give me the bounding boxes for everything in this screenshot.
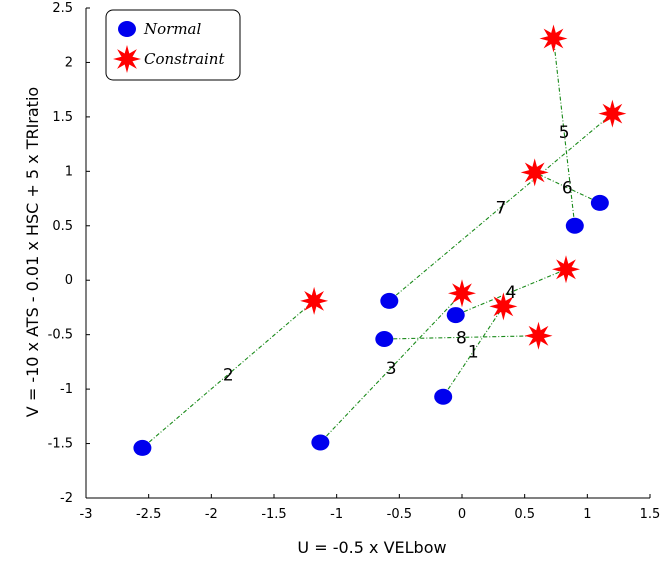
pair-link-7 — [388, 113, 613, 302]
y-tick-label: 1.5 — [52, 110, 73, 125]
normal-point-4 — [446, 307, 465, 324]
y-tick-label: -1.5 — [48, 437, 73, 452]
legend-normal-marker — [118, 21, 136, 37]
constraint-point-2 — [300, 286, 329, 315]
constraint-point-3 — [448, 279, 476, 308]
pair-link-2 — [142, 300, 315, 449]
legend-normal-label: Normal — [143, 20, 201, 38]
y-tick-label: -1 — [60, 382, 73, 397]
pair-label-6: 6 — [562, 179, 573, 199]
x-tick-label: -3 — [80, 507, 93, 522]
pair-link-3 — [319, 292, 463, 443]
normal-point-8 — [375, 331, 394, 348]
constraint-point-7 — [598, 99, 627, 128]
y-tick-label: 0 — [65, 273, 73, 288]
y-tick-label: -0.5 — [48, 328, 73, 343]
pair-label-3: 3 — [386, 359, 397, 379]
pair-label-4: 4 — [505, 283, 516, 303]
x-tick-label: 1 — [583, 507, 591, 522]
normal-point-7 — [380, 292, 399, 309]
y-tick-label: 1 — [65, 164, 73, 179]
x-tick-label: 1.5 — [640, 507, 661, 522]
constraint-point-5 — [539, 24, 568, 53]
x-tick-label: 0 — [458, 507, 466, 522]
pair-labels: 1 2 3 4 5 6 7 8 — [223, 123, 573, 385]
pair-link-1 — [442, 306, 504, 398]
axes: -3 -2.5 -2 -1.5 -1 -0.5 0 0.5 1 1.5 -2 -1.5 -1 -0.5 0 0… — [48, 1, 661, 522]
pair-link-6 — [534, 171, 601, 204]
pair-links — [142, 38, 613, 449]
pair-label-7: 7 — [495, 198, 506, 218]
x-tick-label: -2 — [205, 507, 218, 522]
y-tick-label: 0.5 — [52, 219, 73, 234]
pair-label-8: 8 — [456, 328, 467, 348]
constraint-point-4 — [552, 255, 580, 284]
y-tick-label: -2 — [60, 491, 73, 506]
pair-label-1: 1 — [468, 343, 479, 363]
x-tick-label: 0.5 — [514, 507, 535, 522]
legend-box — [105, 9, 241, 81]
normal-point-6 — [590, 194, 609, 211]
x-axis-label: U = -0.5 x VELbow — [297, 538, 446, 557]
legend-constraint-marker — [113, 45, 141, 73]
x-tick-label: -1.5 — [261, 507, 286, 522]
legend: Normal Constraint — [105, 9, 241, 81]
x-tick-label: -2.5 — [136, 507, 161, 522]
pair-label-5: 5 — [559, 123, 570, 143]
x-tick-label: -0.5 — [387, 507, 412, 522]
x-tick-label: -1 — [330, 507, 343, 522]
normal-point-5 — [565, 217, 584, 234]
pair-link-4 — [455, 268, 567, 316]
y-axis-label: V = -10 x ATS - 0.01 x HSC + 5 x TRIrati… — [23, 87, 42, 417]
normal-point-1 — [434, 388, 453, 405]
constraint-point-1 — [489, 292, 518, 321]
y-tick-label: 2.5 — [52, 1, 73, 16]
normal-point-2 — [133, 439, 152, 456]
pair-label-2: 2 — [223, 365, 234, 385]
constraint-point-6 — [520, 158, 549, 187]
normal-point-3 — [311, 434, 330, 451]
legend-constraint-label: Constraint — [144, 50, 225, 68]
data-points — [133, 24, 627, 456]
y-tick-label: 2 — [65, 55, 73, 70]
constraint-point-8 — [524, 321, 553, 350]
pair-link-8 — [384, 335, 539, 340]
